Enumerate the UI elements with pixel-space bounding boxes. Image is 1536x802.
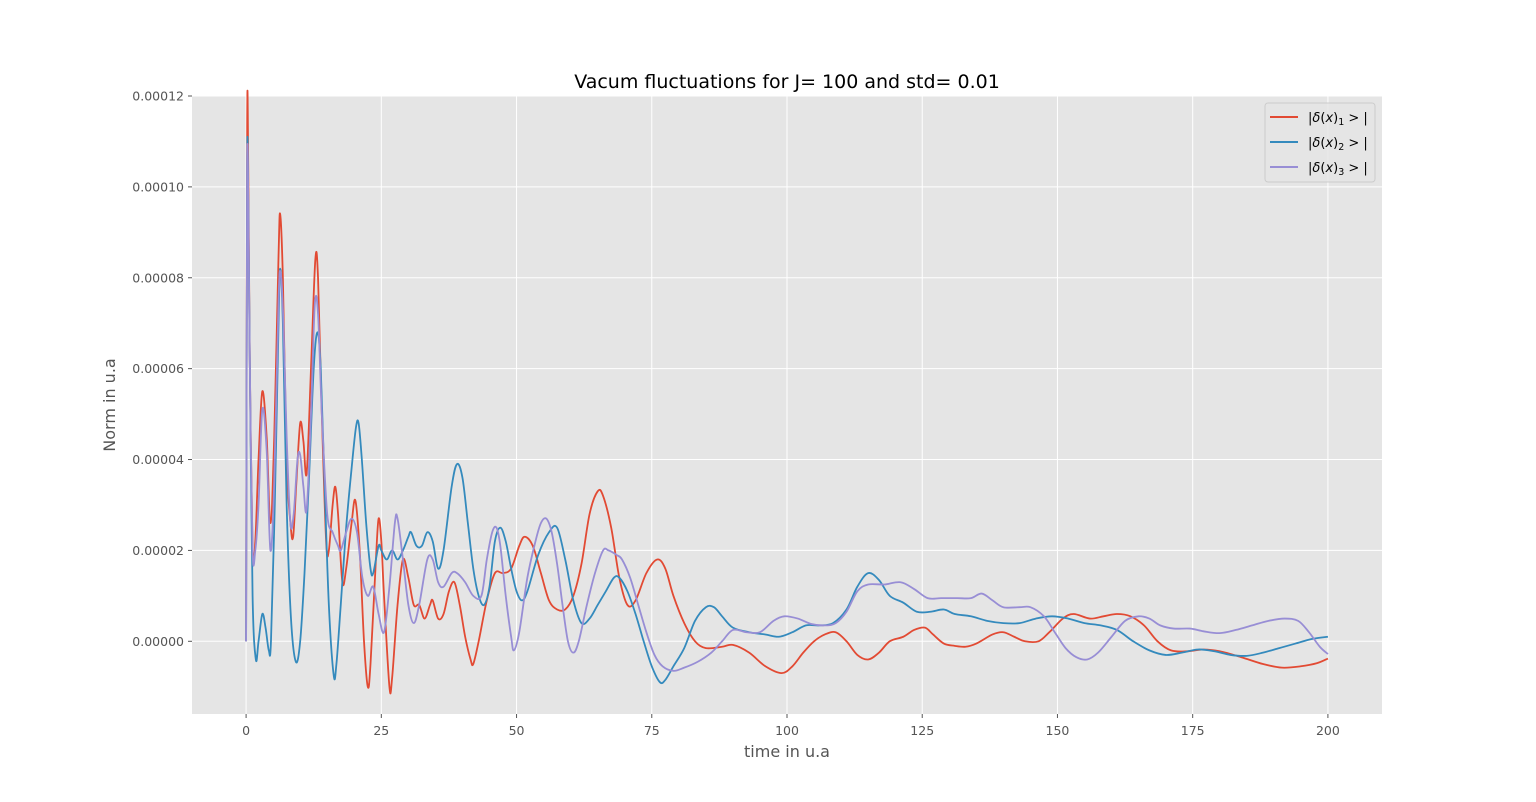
y-axis-ticks: 0.00000 0.00002 0.00004 0.00006 0.00008 0.000… [132,89,192,649]
legend-box [1264,102,1376,183]
grid [192,95,1382,714]
x-tick-label: 175 [1181,723,1205,738]
series-group [245,90,1329,695]
legend-label-1: |δ(x)1 > | [1308,111,1368,128]
y-tick-label: 0.00004 [132,452,184,467]
x-tick-label: 125 [910,723,934,738]
y-tick-label: 0.00000 [132,634,184,649]
x-tick-label: 200 [1316,723,1340,738]
x-tick-label: 75 [644,723,660,738]
legend-label-3: |δ(x)3 > | [1308,161,1368,178]
x-axis-ticks: 0 25 50 75 100 125 150 175 200 [242,714,1340,738]
y-tick-label: 0.00010 [132,179,184,194]
y-tick-label: 0.00002 [132,543,184,558]
x-tick-label: 100 [775,723,799,738]
chart-title: Vacum fluctuations for J= 100 and std= 0… [574,71,1000,93]
y-tick-label: 0.00006 [132,361,184,376]
x-tick-label: 0 [242,723,250,738]
legend-label-2: |δ(x)2 > | [1308,136,1368,153]
series-line-2 [245,136,1329,685]
x-tick-label: 150 [1046,723,1070,738]
series-line-3 [245,143,1329,672]
y-tick-label: 0.00008 [132,270,184,285]
y-axis-label: Norm in u.a [100,358,119,451]
x-tick-label: 25 [373,723,389,738]
x-axis-label: time in u.a [744,742,830,761]
x-tick-label: 50 [509,723,525,738]
y-tick-label: 0.00012 [132,89,184,104]
legend: |δ(x)1 > | |δ(x)2 > | |δ(x)3 > | [1264,102,1376,183]
